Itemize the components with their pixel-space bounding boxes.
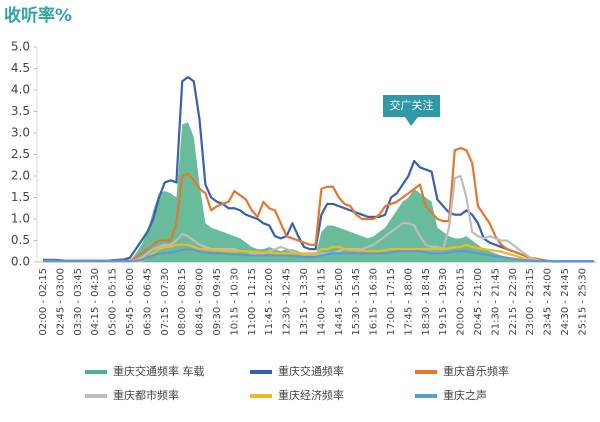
y-tick-label: 4.5 (11, 61, 30, 75)
legend-label: 重庆之声 (443, 388, 487, 402)
annotation: 交广关注 (390, 98, 434, 112)
x-tick-label: 15:30 - 15:45 (351, 268, 362, 336)
y-tick-label: 3.0 (11, 126, 30, 140)
x-tick-label: 25:15 - 25:30 (577, 268, 588, 336)
y-tick-label: 1.5 (11, 190, 30, 204)
x-tick-label: 22:15 - 22:30 (508, 268, 519, 336)
x-tick-label: 12:30 - 12:45 (282, 268, 293, 336)
y-tick-label: 0.0 (11, 255, 30, 269)
x-tick-label: 16:15 - 16:30 (369, 268, 380, 336)
legend-label: 重庆都市频率 (113, 388, 179, 402)
x-tick-label: 11:00 - 11:15 (247, 268, 258, 336)
x-tick-label: 05:45 - 06:00 (125, 268, 136, 336)
x-tick-label: 18:30 - 18:45 (421, 268, 432, 336)
y-tick-label: 3.5 (11, 104, 30, 118)
line (43, 76, 594, 263)
y-tick-label: 1.0 (11, 212, 30, 226)
x-tick-label: 13:15 - 13:30 (299, 268, 310, 336)
y-tick-label: 2.0 (11, 169, 30, 183)
line (43, 146, 594, 263)
x-tick-label: 20:45 - 21:00 (473, 268, 484, 336)
y-tick-label: 0.5 (11, 233, 30, 247)
x-tick-label: 05:00 - 05:15 (108, 268, 119, 336)
x-tick-label: 10:15 - 10:30 (229, 268, 240, 336)
x-tick-label: 08:45 - 09:00 (195, 268, 206, 336)
x-tick-label: 21:30 - 21:45 (490, 268, 501, 336)
x-tick-label: 11:45 - 12:00 (264, 268, 275, 336)
callout-box (383, 95, 440, 126)
x-tick-label: 23:45 - 24:00 (543, 268, 554, 336)
x-tick-label: 02:45 - 03:00 (55, 268, 66, 336)
y-tick-label: 4.0 (11, 83, 30, 97)
x-tick-label: 17:00 - 17:15 (386, 268, 397, 336)
x-tick-label: 07:15 - 07:30 (160, 268, 171, 336)
x-tick-label: 08:00 - 08:15 (177, 268, 188, 336)
x-tick-label: 04:15 - 04:30 (90, 268, 101, 336)
legend-label: 重庆经济频率 (278, 388, 344, 402)
x-tick-label: 02:00 - 02:15 (38, 268, 49, 336)
x-tick-label: 23:00 - 23:15 (525, 268, 536, 336)
x-tick-label: 24:30 - 24:45 (560, 268, 571, 336)
x-tick-label: 14:00 - 14:15 (316, 268, 327, 336)
x-tick-label: 20:00 - 20:15 (456, 268, 467, 336)
y-tick-label: 2.5 (11, 147, 30, 161)
legend-label: 重庆音乐频率 (443, 364, 509, 378)
x-tick-label: 03:30 - 03:45 (73, 268, 84, 336)
x-tick-label: 09:30 - 09:45 (212, 268, 223, 336)
line (43, 248, 594, 263)
chart-title: 收听率% (4, 5, 72, 26)
x-tick-label: 14:45 - 15:00 (334, 268, 345, 336)
area (43, 122, 594, 262)
legend-label: 重庆交通频率 (278, 364, 344, 378)
legend-label: 重庆交通频率 车载 (113, 364, 205, 378)
x-tick-label: 06:30 - 06:45 (142, 268, 153, 336)
x-tick-label: 19:15 - 19:30 (438, 268, 449, 336)
y-tick-label: 5.0 (11, 40, 30, 54)
x-tick-label: 17:45 - 18:00 (403, 268, 414, 336)
